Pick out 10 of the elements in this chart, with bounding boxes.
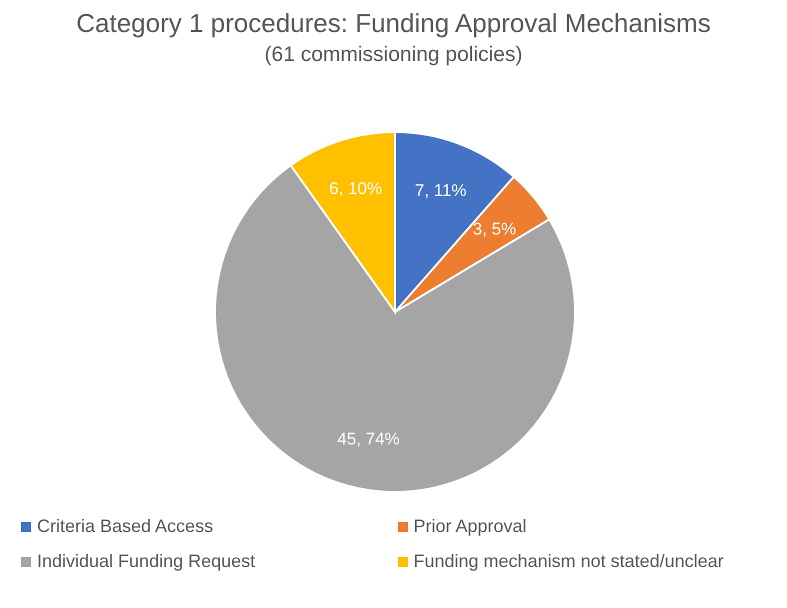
chart-title: Category 1 procedures: Funding Approval Mechanisms	[75, 8, 712, 39]
legend-label: Funding mechanism not stated/unclear	[414, 551, 724, 572]
legend-label: Prior Approval	[414, 516, 527, 537]
data-label: 45, 74%	[337, 429, 400, 448]
data-label: 6, 10%	[329, 179, 382, 198]
legend-label: Individual Funding Request	[37, 551, 256, 572]
data-label: 7, 11%	[414, 181, 467, 200]
legend-label: Criteria Based Access	[37, 516, 214, 537]
chart-subtitle: (61 commissioning policies)	[264, 43, 524, 67]
data-label: 3, 5%	[472, 219, 516, 238]
